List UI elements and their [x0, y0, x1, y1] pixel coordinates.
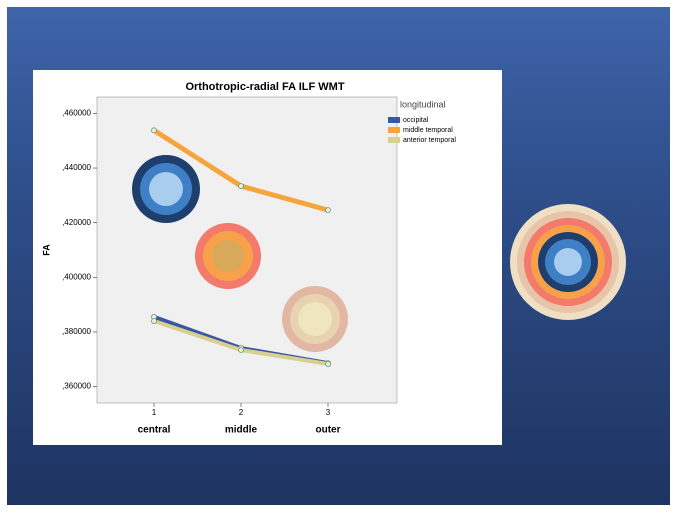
marks	[151, 127, 331, 367]
legend-swatch	[388, 117, 400, 123]
y-tick-label: ,360000	[62, 382, 91, 391]
y-tick-label: ,440000	[62, 163, 91, 172]
category-name: outer	[316, 425, 341, 436]
point-marker	[238, 347, 244, 353]
chart-title: Orthotropic-radial FA ILF WMT	[185, 81, 344, 93]
legend-label: middle temporal	[403, 127, 453, 134]
y-tick-label: ,400000	[62, 272, 91, 281]
legend-swatch	[388, 127, 400, 133]
category-name: middle	[225, 425, 258, 436]
x-tick-label: 1	[152, 408, 157, 417]
decoration-circles	[132, 155, 626, 352]
y-tick-label: ,420000	[62, 218, 91, 227]
x-tick-label: 3	[326, 408, 331, 417]
category-name: central	[138, 425, 171, 436]
legend-label: occipital	[403, 117, 429, 124]
x-tick-label: 2	[239, 408, 244, 417]
point-marker	[325, 361, 331, 367]
point-marker	[151, 127, 157, 134]
point-marker	[151, 318, 157, 324]
point-marker	[325, 207, 331, 214]
legend-label: anterior temporal	[403, 137, 456, 144]
legend-swatch	[388, 137, 400, 143]
legend-title: longitudinal	[400, 99, 446, 109]
y-axis-label: FA	[41, 244, 51, 256]
y-tick-label: ,460000	[62, 109, 91, 118]
y-tick-label: ,380000	[62, 327, 91, 336]
point-marker	[238, 183, 244, 189]
